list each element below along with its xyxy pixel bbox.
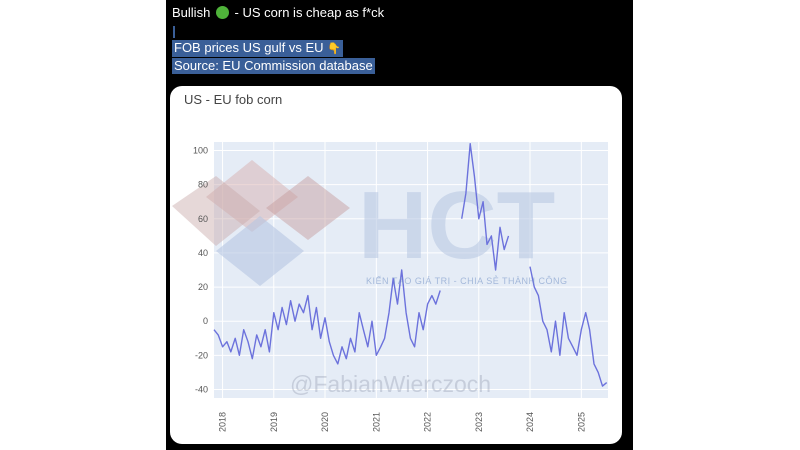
series-line: [529, 266, 608, 387]
y-tick-label: 60: [198, 214, 208, 224]
green-circle-icon: [215, 6, 229, 19]
y-tick-label: 80: [198, 180, 208, 190]
y-tick-label: 100: [193, 146, 208, 156]
pointing-down-icon: 👇: [327, 43, 341, 55]
logo-diamond-right: [266, 176, 350, 240]
x-tick-label: 2022: [423, 412, 433, 432]
x-tick-label: 2021: [371, 412, 381, 432]
chart-title: US - EU fob corn: [184, 92, 283, 107]
y-axis: -40 -20 0 20 40 60 80 100: [193, 146, 208, 395]
y-tick-label: -40: [195, 384, 208, 394]
x-tick-label: 2025: [576, 412, 586, 432]
post-line-3[interactable]: Source: EU Commission database: [172, 58, 375, 74]
post-line-2[interactable]: FOB prices US gulf vs EU 👇: [172, 40, 343, 57]
x-tick-label: 2024: [525, 412, 535, 432]
y-tick-label: -20: [195, 350, 208, 360]
logo-diamond-top: [206, 160, 298, 232]
post-line-1: Bullish - US corn is cheap as f*ck: [172, 5, 384, 20]
x-tick-label: 2018: [218, 412, 228, 432]
watermark-tagline: KIẾN TẠO GIÁ TRỊ - CHIA SẺ THÀNH CÔNG: [366, 276, 568, 286]
chart-card: US - EU fob corn HCT -40 -20 0 20 40 60 80 100 …: [170, 86, 622, 444]
x-tick-label: 2019: [269, 412, 279, 432]
logo-diamond-left: [172, 176, 260, 246]
x-axis: 2018 2019 2020 2021 2022 2023 2024 2025: [218, 412, 587, 432]
post-line-1-start: Bullish: [172, 5, 211, 20]
y-tick-label: 20: [198, 282, 208, 292]
logo-diamond-bottom: [216, 216, 304, 286]
x-tick-label: 2023: [474, 412, 484, 432]
watermark-handle: @FabianWierczoch: [290, 371, 492, 397]
series-group: [213, 143, 608, 387]
series-line: [213, 269, 441, 365]
y-tick-label: 40: [198, 248, 208, 258]
x-tick-label: 2020: [320, 412, 330, 432]
post-line-2-text: FOB prices US gulf vs EU: [174, 40, 324, 55]
hct-logo-watermark: HCT: [172, 160, 555, 286]
post-line-1-end: - US corn is cheap as f*ck: [234, 5, 385, 20]
selection-marker: [173, 26, 175, 38]
logo-text: HCT: [358, 172, 555, 279]
y-tick-label: 0: [203, 316, 208, 326]
series-line: [461, 143, 510, 271]
